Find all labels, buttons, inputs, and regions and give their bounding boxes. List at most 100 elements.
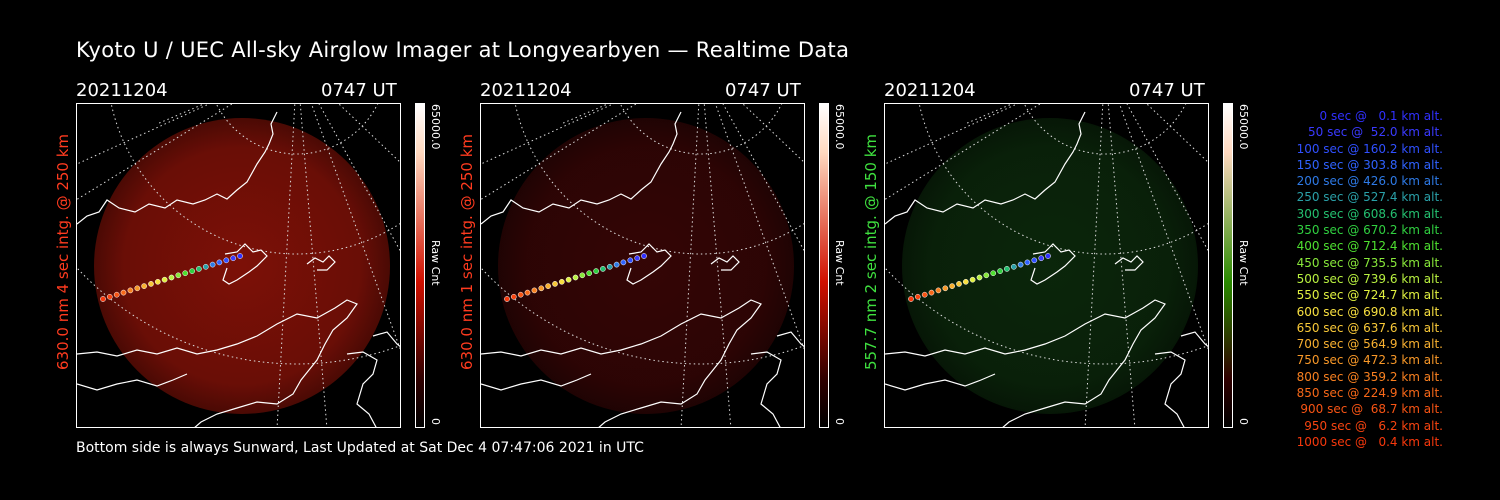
legend-entry: 250 sec @ 527.4 km alt.: [1296, 190, 1443, 205]
trajectory-point: [531, 287, 538, 294]
trajectory-point: [552, 281, 558, 287]
coastline-scandinavia: [885, 299, 1166, 427]
trajectory-point: [237, 253, 243, 259]
trajectory-point: [1004, 266, 1010, 272]
coastline: [481, 373, 592, 391]
trajectory-point: [1031, 257, 1038, 264]
colorbar-min-label: 0: [1237, 418, 1250, 425]
coastline: [346, 351, 378, 427]
legend-entry: 450 sec @ 735.5 km alt.: [1296, 255, 1443, 270]
colorbar-min-label: 0: [429, 418, 442, 425]
trajectory-point: [517, 291, 524, 298]
trajectory-point: [196, 266, 202, 272]
trajectory-point: [627, 257, 634, 264]
legend-entry: 650 sec @ 637.6 km alt.: [1296, 320, 1443, 335]
trajectory-point: [942, 285, 949, 292]
trajectory-point: [545, 283, 551, 289]
coastline: [77, 373, 188, 391]
legend-entry: 900 sec @ 68.7 km alt.: [1300, 402, 1443, 417]
trajectory-point: [586, 270, 593, 277]
trajectory-point: [202, 263, 209, 270]
panel-time: 0747 UT: [1129, 80, 1205, 101]
trajectory-point: [168, 274, 175, 281]
trajectory-point: [100, 296, 106, 302]
panel-wavelength-label: 630.0 nm 4 sec intg. @ 250 km: [54, 133, 72, 370]
legend-entry: 50 sec @ 52.0 km alt.: [1308, 125, 1443, 140]
coastline-island: [1114, 255, 1144, 271]
footer-note: Bottom side is always Sunward, Last Upda…: [76, 440, 644, 456]
trajectory-point: [921, 291, 928, 298]
airglow-disk: [498, 118, 794, 414]
legend-entry: 800 sec @ 359.2 km alt.: [1296, 369, 1443, 384]
trajectory-point: [106, 293, 113, 300]
colorbar: [415, 103, 425, 428]
legend-entry: 550 sec @ 724.7 km alt.: [1296, 288, 1443, 303]
colorbar-max-label: 65000.0: [833, 104, 846, 150]
allsky-image-panel: [480, 103, 805, 428]
trajectory-point: [182, 270, 189, 277]
colorbar-unit-label: Raw Cnt: [429, 240, 442, 286]
coastline: [372, 331, 400, 348]
coastline: [885, 373, 996, 391]
trajectory-point: [524, 289, 531, 296]
trajectory-point: [1045, 253, 1051, 259]
trajectory-point: [969, 276, 976, 283]
trajectory-point: [600, 266, 606, 272]
legend-entry: 150 sec @ 303.8 km alt.: [1296, 157, 1443, 172]
coastline: [1154, 351, 1186, 427]
trajectory-point: [209, 261, 216, 268]
legend-entry: 600 sec @ 690.8 km alt.: [1296, 304, 1443, 319]
trajectory-point: [579, 272, 586, 279]
colorbar: [819, 103, 829, 428]
coastline-island: [710, 255, 740, 271]
coastline-scandinavia: [77, 299, 358, 427]
trajectory-point: [127, 287, 134, 294]
coastline-island: [306, 255, 336, 271]
coastline: [1180, 331, 1208, 348]
trajectory-point: [565, 276, 572, 283]
trajectory-point: [928, 289, 935, 296]
trajectory-point: [161, 276, 168, 283]
coastline-svalbard: [1030, 243, 1076, 285]
trajectory-point: [538, 285, 545, 292]
panel-time: 0747 UT: [725, 80, 801, 101]
legend-entry: 700 sec @ 564.9 km alt.: [1296, 337, 1443, 352]
legend-entry: 350 sec @ 670.2 km alt.: [1296, 223, 1443, 238]
panel-wavelength-label: 630.0 nm 1 sec intg. @ 250 km: [458, 133, 476, 370]
trajectory-point: [148, 281, 154, 287]
legend-entry: 100 sec @ 160.2 km alt.: [1296, 141, 1443, 156]
trajectory-point: [154, 278, 161, 285]
page-title: Kyoto U / UEC All-sky Airglow Imager at …: [76, 38, 850, 62]
colorbar-unit-label: Raw Cnt: [833, 240, 846, 286]
trajectory-point: [997, 268, 1003, 274]
trajectory-point: [641, 253, 647, 259]
trajectory-point: [510, 293, 517, 300]
trajectory-point: [141, 283, 147, 289]
coastline: [77, 111, 278, 225]
trajectory-point: [606, 263, 613, 270]
trajectory-point: [134, 285, 141, 292]
map-grid: [885, 104, 1208, 427]
panel-date: 20211204: [480, 80, 572, 101]
trajectory-point: [504, 296, 510, 302]
colorbar-max-label: 65000.0: [429, 104, 442, 150]
legend-entry: 1000 sec @ 0.4 km alt.: [1296, 434, 1443, 449]
legend-entry: 850 sec @ 224.9 km alt.: [1296, 386, 1443, 401]
trajectory-point: [1024, 259, 1031, 266]
airglow-disk: [94, 118, 390, 414]
trajectory-point: [113, 291, 120, 298]
trajectory-point: [1038, 255, 1045, 262]
legend-entry: 300 sec @ 608.6 km alt.: [1296, 206, 1443, 221]
colorbar-max-label: 65000.0: [1237, 104, 1250, 150]
coastline: [750, 351, 782, 427]
panel-date: 20211204: [76, 80, 168, 101]
trajectory-point: [976, 274, 983, 281]
coastline-svalbard: [222, 243, 268, 285]
trajectory-point: [908, 296, 914, 302]
trajectory-point: [216, 259, 223, 266]
legend-entry: 0 sec @ 0.1 km alt.: [1319, 109, 1444, 123]
trajectory-point: [935, 287, 942, 294]
trajectory-point: [1010, 263, 1017, 270]
trajectory-point: [189, 268, 195, 274]
trajectory-point: [620, 259, 627, 266]
